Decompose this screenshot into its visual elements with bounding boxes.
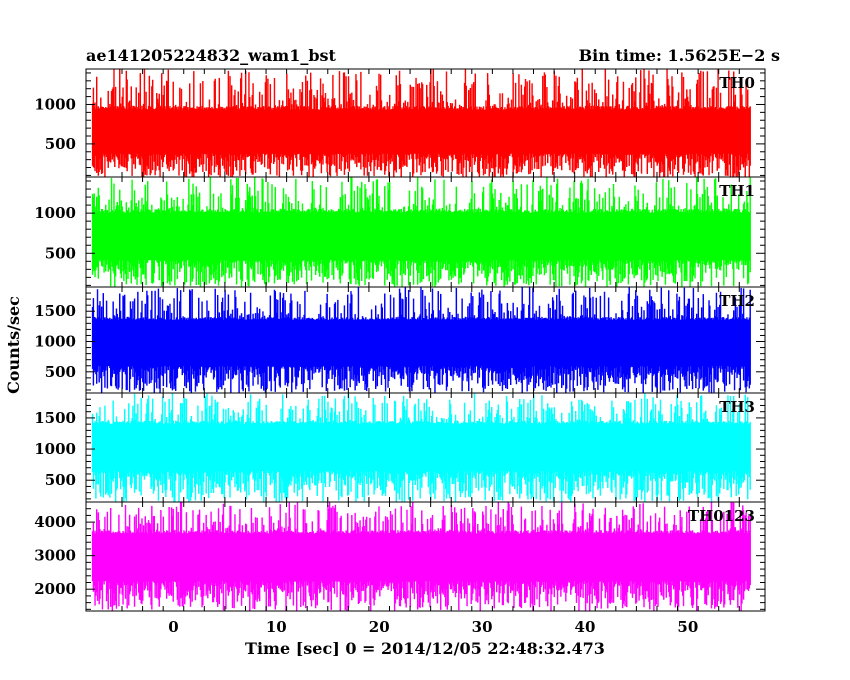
panel-th3: 500 1000 1500 TH3	[34, 392, 766, 503]
series-line-th1	[91, 177, 751, 287]
y-tick-label: 500	[45, 244, 76, 262]
x-tick-label: 20	[369, 618, 390, 636]
bin-time-label: Bin time: 1.5625E−2 s	[579, 46, 780, 65]
y-tick-label: 1000	[34, 204, 76, 222]
figure-title: ae141205224832_wam1_bst	[86, 46, 337, 65]
x-tick-label: 0	[168, 618, 178, 636]
panel-label-th2: TH2	[719, 292, 755, 310]
y-tick-label: 500	[45, 471, 76, 489]
x-axis-label: Time [sec] 0 = 2014/12/05 22:48:32.473	[245, 639, 605, 658]
panel-label-th0123: TH0123	[688, 507, 755, 525]
y-tick-label: 4000	[34, 513, 76, 531]
panel-th2: 500 1000 1500 TH2	[34, 286, 766, 394]
series-line-th0	[91, 69, 751, 177]
x-tick-label: 30	[472, 618, 493, 636]
series-line-th2	[91, 287, 751, 393]
y-tick-label: 1000	[34, 440, 76, 458]
y-tick-label: 1500	[34, 302, 76, 320]
panel-th0: 500 1000 TH0	[34, 68, 766, 178]
y-tick-label: 2000	[34, 580, 76, 598]
y-tick-label: 1500	[34, 409, 76, 427]
x-tick-label: 50	[677, 618, 698, 636]
panels-group: 500 1000 TH0 500 1000 TH1 500 1000 1500 TH2 500 100…	[34, 68, 766, 612]
x-axis: 0 10 20 30 40 50	[168, 618, 698, 636]
series-line-th0123	[91, 502, 751, 611]
panel-label-th3: TH3	[719, 398, 755, 416]
y-tick-label: 500	[45, 363, 76, 381]
y-tick-label: 500	[45, 135, 76, 153]
series-line-th3	[91, 393, 751, 502]
x-tick-label: 10	[266, 618, 287, 636]
y-tick-label: 1000	[34, 333, 76, 351]
y-tick-label: 1000	[34, 95, 76, 113]
panel-label-th1: TH1	[719, 182, 755, 200]
panel-th0123: 2000 3000 4000 TH0123	[34, 501, 766, 612]
panel-frame	[85, 501, 766, 612]
panel-label-th0: TH0	[719, 74, 755, 92]
panel-th1: 500 1000 TH1	[34, 176, 766, 288]
x-tick-label: 40	[575, 618, 596, 636]
y-axis-label: Counts/sec	[4, 296, 23, 394]
y-tick-label: 3000	[34, 547, 76, 565]
